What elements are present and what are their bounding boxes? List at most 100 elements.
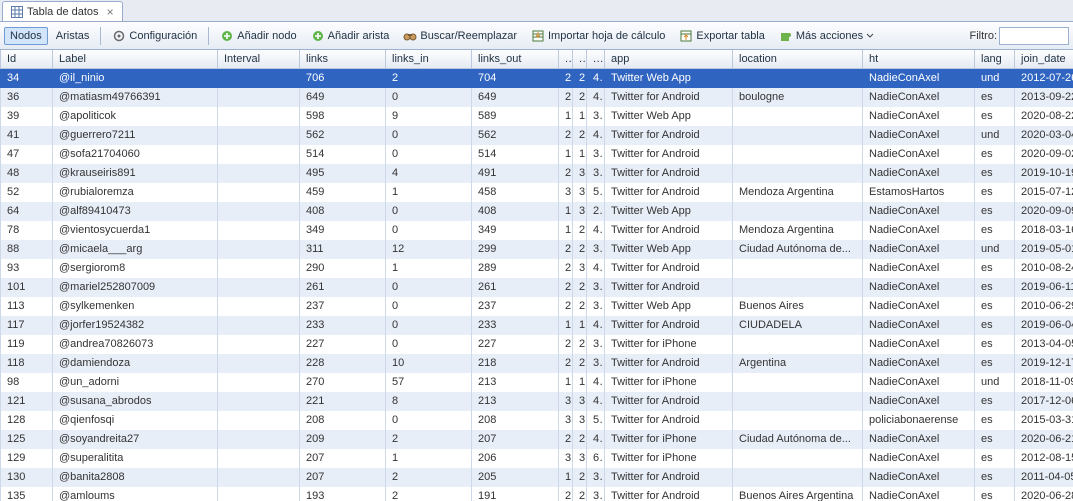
plus-green-icon (311, 29, 325, 43)
cell-interval (218, 316, 300, 335)
column-header-links_in[interactable]: links_in (386, 50, 472, 69)
column-header-n2[interactable]: ... (573, 50, 587, 69)
column-header-links[interactable]: links (300, 50, 386, 69)
cell-interval (218, 373, 300, 392)
column-header-id[interactable]: Id (1, 50, 53, 69)
cell-join_date: 2018-11-09 (1015, 373, 1073, 392)
cell-app: Twitter Web App (605, 297, 733, 316)
tab-data-table[interactable]: Tabla de datos × (2, 1, 123, 21)
cell-n3: 6 (587, 449, 605, 468)
cell-links_out: 237 (472, 297, 559, 316)
column-header-lang[interactable]: lang (975, 50, 1015, 69)
column-header-n1[interactable]: ... (559, 50, 573, 69)
cell-location (733, 373, 863, 392)
filter-input[interactable] (999, 27, 1069, 45)
gear-icon (112, 29, 126, 43)
table-row[interactable]: 88@micaela___arg31112299223Twitter Web A… (1, 240, 1073, 259)
cell-n1: 2 (559, 259, 573, 278)
cell-id: 113 (1, 297, 53, 316)
table-row[interactable]: 125@soyandreita272092207224Twitter for i… (1, 430, 1073, 449)
cell-join_date: 2019-12-17 (1015, 354, 1073, 373)
table-row[interactable]: 47@sofa217040605140514113Twitter for And… (1, 145, 1073, 164)
tab-title: Tabla de datos (27, 6, 99, 18)
config-button[interactable]: Configuración (106, 26, 203, 46)
table-row[interactable]: 41@guerrero72115620562224Twitter for And… (1, 126, 1073, 145)
table-row[interactable]: 101@mariel2528070092610261223Twitter for… (1, 278, 1073, 297)
cell-n3: 4 (587, 373, 605, 392)
import-sheet-button[interactable]: Importar hoja de cálculo (525, 26, 671, 46)
column-header-label[interactable]: Label (53, 50, 218, 69)
cell-links_out: 218 (472, 354, 559, 373)
cell-interval (218, 69, 300, 88)
cell-label: @mariel252807009 (53, 278, 218, 297)
cell-label: @susana_abrodos (53, 392, 218, 411)
table-row[interactable]: 34@il_ninio7062704224Twitter Web AppNadi… (1, 69, 1073, 88)
cell-join_date: 2019-06-04 (1015, 316, 1073, 335)
tabbar: Tabla de datos × (0, 0, 1073, 22)
table-row[interactable]: 48@krauseiris8914954491233Twitter for An… (1, 164, 1073, 183)
cell-lang: und (975, 69, 1015, 88)
edges-tab-button[interactable]: Aristas (50, 27, 96, 45)
table-row[interactable]: 52@rubialoremza4591458335Twitter for And… (1, 183, 1073, 202)
cell-links_out: 213 (472, 392, 559, 411)
more-actions-button[interactable]: Más acciones (773, 26, 880, 46)
column-header-join_date[interactable]: join_date (1015, 50, 1073, 69)
cell-label: @micaela___arg (53, 240, 218, 259)
cell-links_out: 208 (472, 411, 559, 430)
cell-n2: 2 (573, 430, 587, 449)
cell-links: 311 (300, 240, 386, 259)
cell-n1: 2 (559, 69, 573, 88)
cell-n2: 3 (573, 202, 587, 221)
cell-location: CIUDADELA (733, 316, 863, 335)
cell-n1: 1 (559, 202, 573, 221)
table-row[interactable]: 129@superalitita2071206336Twitter for iP… (1, 449, 1073, 468)
table-row[interactable]: 36@matiasm497663916490649224Twitter for … (1, 88, 1073, 107)
add-edge-button[interactable]: Añadir arista (305, 26, 396, 46)
table-row[interactable]: 98@un_adorni27057213114Twitter for iPhon… (1, 373, 1073, 392)
cell-app: Twitter for Android (605, 221, 733, 240)
nodes-tab-button[interactable]: Nodos (4, 27, 48, 45)
table-row[interactable]: 113@sylkemenken2370237223Twitter Web App… (1, 297, 1073, 316)
cell-app: Twitter for Android (605, 88, 733, 107)
tab-close-icon[interactable]: × (107, 5, 114, 19)
cell-links_in: 4 (386, 164, 472, 183)
cell-app: Twitter for Android (605, 487, 733, 501)
column-header-links_out[interactable]: links_out (472, 50, 559, 69)
cell-links_in: 0 (386, 335, 472, 354)
cell-lang: es (975, 164, 1015, 183)
cell-ht: NadieConAxel (863, 202, 975, 221)
search-replace-label: Buscar/Reemplazar (420, 30, 517, 42)
column-header-location[interactable]: location (733, 50, 863, 69)
column-header-interval[interactable]: Interval (218, 50, 300, 69)
table-scroll[interactable]: IdLabelIntervallinkslinks_inlinks_out...… (0, 50, 1073, 501)
table-row[interactable]: 119@andrea708260732270227223Twitter for … (1, 335, 1073, 354)
cell-id: 39 (1, 107, 53, 126)
cell-links_out: 261 (472, 278, 559, 297)
cell-n2: 2 (573, 126, 587, 145)
table-row[interactable]: 78@vientosycuerda13490349124Twitter for … (1, 221, 1073, 240)
cell-location (733, 468, 863, 487)
cell-n3: 4 (587, 69, 605, 88)
table-row[interactable]: 93@sergiorom82901289234Twitter for Andro… (1, 259, 1073, 278)
table-row[interactable]: 39@apoliticok5989589113Twitter Web AppNa… (1, 107, 1073, 126)
column-header-n3[interactable]: ... (587, 50, 605, 69)
cell-location: Mendoza Argentina (733, 183, 863, 202)
cell-n3: 4 (587, 126, 605, 145)
column-header-ht[interactable]: ht (863, 50, 975, 69)
cell-interval (218, 88, 300, 107)
export-table-label: Exportar tabla (696, 30, 764, 42)
search-replace-button[interactable]: Buscar/Reemplazar (397, 26, 523, 46)
table-row[interactable]: 64@alf894104734080408132Twitter Web AppN… (1, 202, 1073, 221)
cell-links: 270 (300, 373, 386, 392)
cell-n3: 4 (587, 221, 605, 240)
table-row[interactable]: 117@jorfer195243822330233114Twitter for … (1, 316, 1073, 335)
cell-location (733, 69, 863, 88)
add-node-button[interactable]: Añadir nodo (214, 26, 302, 46)
table-row[interactable]: 128@qienfosqi2080208335Twitter for Andro… (1, 411, 1073, 430)
export-table-button[interactable]: Exportar tabla (673, 26, 770, 46)
table-row[interactable]: 121@susana_abrodos2218213334Twitter for … (1, 392, 1073, 411)
table-row[interactable]: 130@banita28082072205123Twitter for Andr… (1, 468, 1073, 487)
column-header-app[interactable]: app (605, 50, 733, 69)
table-row[interactable]: 118@damiendoza22810218223Twitter for And… (1, 354, 1073, 373)
table-row[interactable]: 135@amloums1932191223Twitter for Android… (1, 487, 1073, 501)
